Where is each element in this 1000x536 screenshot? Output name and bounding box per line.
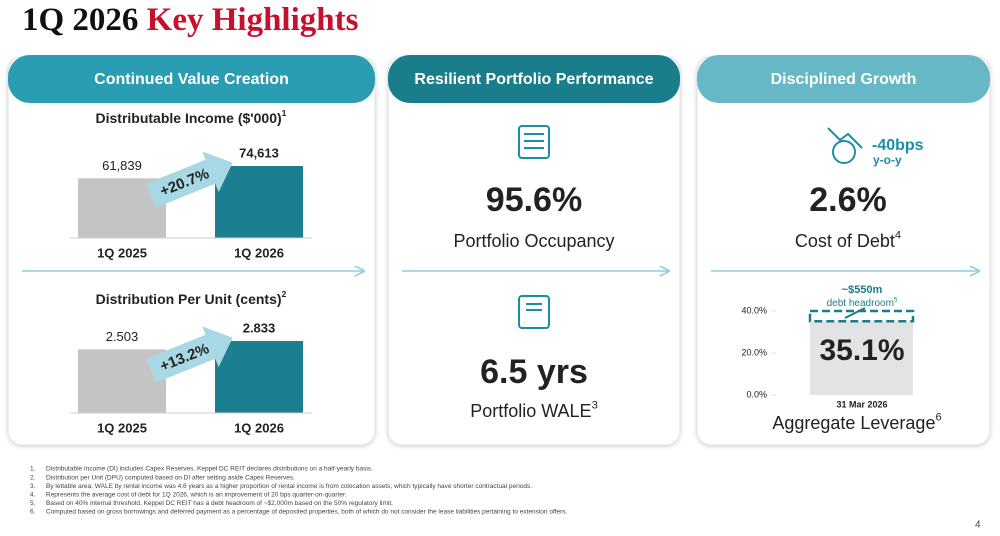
value-label: 2.833 <box>243 320 276 335</box>
chart-title-main: Distributable Income ($'000) <box>96 110 282 126</box>
headroom-sub-main: debt headroom <box>827 298 894 309</box>
category-label: 1Q 2025 <box>97 245 147 260</box>
title-prefix: 1Q 2026 <box>22 2 138 38</box>
footnote-number: 1. <box>30 466 36 473</box>
value-label: 61,839 <box>102 158 142 173</box>
metric-label: Aggregate Leverage6 <box>772 412 941 433</box>
value-label: 35.1% <box>819 334 904 367</box>
superscript: 2 <box>282 289 287 299</box>
metric-label-main: Cost of Debt <box>795 231 895 251</box>
metric-label: Cost of Debt4 <box>795 230 901 251</box>
superscript: 6 <box>935 412 941 424</box>
footnote-number: 3. <box>30 483 36 490</box>
icon <box>518 125 550 159</box>
metric-label-main: Aggregate Leverage <box>772 413 935 433</box>
footnote-text: Based on 40% internal threshold. Keppel … <box>46 500 393 507</box>
value-label: 2.503 <box>106 329 139 344</box>
footnote-text: Computed based on gross borrowings and d… <box>46 509 567 516</box>
footnote-number: 2. <box>30 474 36 481</box>
panel-header <box>8 55 375 103</box>
change-sub: y-o-y <box>873 153 902 167</box>
headroom-box <box>808 309 915 323</box>
superscript: 5 <box>894 296 898 303</box>
headroom-pointer <box>844 307 866 319</box>
superscript: 4 <box>895 230 901 242</box>
chart-title: Distributable Income ($'000)1 <box>96 108 287 125</box>
metric-label-main: Portfolio Occupancy <box>453 231 614 251</box>
bar <box>215 166 303 238</box>
category-label: 31 Mar 2026 <box>836 399 887 409</box>
footnote-text: Represents the average cost of debt for … <box>46 492 347 499</box>
y-tick-label: 0.0% <box>746 389 767 399</box>
bar <box>215 341 303 413</box>
icon <box>518 295 550 329</box>
metric-label-main: Portfolio WALE <box>470 401 591 421</box>
arrow-shape <box>146 326 233 383</box>
footnote-number: 4. <box>30 492 36 499</box>
panel-header <box>697 55 990 103</box>
footnote-text: By lettable area. WALE by rental income … <box>46 483 532 490</box>
page-title: 1Q 2026 Key Highlights <box>22 2 359 38</box>
panel-heading: Disciplined Growth <box>771 71 917 88</box>
category-label: 1Q 2026 <box>234 245 284 260</box>
metric-value: 2.6% <box>809 181 887 219</box>
change-value: -40bps <box>872 137 924 154</box>
metric-label: Portfolio WALE3 <box>470 400 598 421</box>
metric-value: 95.6% <box>486 181 582 219</box>
headroom-label: ~$550m <box>842 284 883 296</box>
chart-title: Distribution Per Unit (cents)2 <box>96 289 287 306</box>
metric-value: 6.5 yrs <box>480 353 588 391</box>
superscript: 3 <box>592 400 598 412</box>
panel-heading: Continued Value Creation <box>94 71 289 88</box>
metric-label: Portfolio Occupancy <box>453 231 614 251</box>
superscript: 1 <box>282 108 287 118</box>
footnote-text: Distribution per Unit (DPU) computed bas… <box>46 474 295 481</box>
footnote-text: Distributable Income (DI) includes Capex… <box>46 466 373 473</box>
page-number: 4 <box>975 520 981 531</box>
icon <box>832 140 856 164</box>
title-highlight: Key Highlights <box>147 2 359 38</box>
footnote-number: 5. <box>30 500 36 507</box>
category-label: 1Q 2026 <box>234 420 284 435</box>
bar <box>810 321 913 395</box>
value-label: 74,613 <box>239 145 279 160</box>
chart-title-main: Distribution Per Unit (cents) <box>96 291 282 307</box>
panel-header <box>388 55 680 103</box>
arrow-shape <box>146 151 233 208</box>
icon <box>827 127 863 149</box>
y-tick-label: 40.0% <box>741 305 767 315</box>
headroom-sub: debt headroom5 <box>827 296 898 309</box>
panel-heading: Resilient Portfolio Performance <box>414 71 653 88</box>
footnote-number: 6. <box>30 509 36 516</box>
category-label: 1Q 2025 <box>97 420 147 435</box>
y-tick-label: 20.0% <box>741 347 767 357</box>
